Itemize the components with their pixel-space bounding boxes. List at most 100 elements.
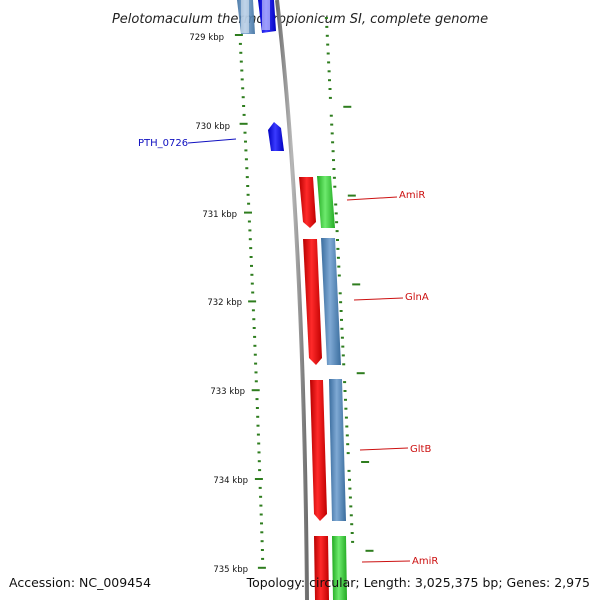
kbp-minor-tick [239,51,243,54]
kbp-minor-tick [246,185,250,187]
right-minor-tick [335,230,339,233]
kbp-minor-tick [259,504,263,507]
kbp-minor-tick [241,87,245,90]
kbp-minor-tick [255,407,259,409]
right-minor-tick [331,141,335,144]
right-minor-tick [346,452,350,455]
right-minor-tick [346,443,350,446]
kbp-minor-tick [245,167,249,170]
kbp-minor-tick [254,380,258,383]
right-minor-tick [329,114,333,117]
kbp-minor-tick [251,309,255,312]
kbp-minor-tick [256,415,260,418]
right-minor-tick [344,407,348,410]
right-minor-tick [343,390,347,392]
genome-backbone [275,0,309,600]
right-minor-tick [349,505,353,508]
gene-glna-red[interactable] [303,239,322,365]
gene-feature-top-blue[interactable] [258,0,276,33]
right-major-tick [356,372,365,375]
kbp-minor-tick [240,78,244,81]
right-minor-tick [324,17,328,19]
leader-gltb [359,447,409,451]
kbp-major-tick [257,566,266,569]
kbp-minor-tick [253,335,257,338]
right-minor-tick [348,487,352,490]
kbp-minor-tick [247,202,251,205]
leader-amir-1 [346,196,398,201]
kbp-minor-tick [248,229,252,232]
right-minor-tick [339,301,343,304]
kbp-label-735: 735 kbp [213,565,248,575]
right-minor-tick [325,34,329,37]
gene-label-pth-0726[interactable]: PTH_0726 [138,138,188,149]
right-minor-tick [344,416,348,419]
gene-label-amir-2[interactable]: AmiR [412,556,438,567]
kbp-minor-tick [258,486,262,489]
gene-label-gltb[interactable]: GltB [410,444,431,455]
kbp-minor-tick [254,362,258,365]
right-minor-tick [333,185,337,188]
gene-gltb-steelblue[interactable] [329,379,346,521]
kbp-minor-tick [260,540,264,543]
kbp-minor-tick [240,69,244,72]
right-minor-tick [340,336,344,339]
right-minor-tick [335,221,339,224]
leader-amir-2 [361,560,411,563]
right-minor-tick [337,265,341,268]
kbp-major-tick [251,389,260,392]
kbp-minor-tick [257,451,261,454]
right-minor-tick [350,523,354,526]
right-minor-tick [345,434,349,437]
right-minor-tick [332,168,336,170]
gene-gltb-red[interactable] [310,380,327,521]
right-minor-tick [349,514,353,517]
kbp-minor-tick [244,158,248,161]
right-minor-tick [348,496,352,499]
right-minor-tick [327,70,331,73]
kbp-minor-tick [244,140,247,143]
kbp-minor-tick [256,433,260,436]
gene-amir-1-green[interactable] [317,176,335,228]
right-minor-tick [332,176,336,179]
kbp-minor-tick [252,327,256,329]
gene-pth-0726[interactable] [268,122,284,151]
kbp-minor-tick [238,42,242,45]
right-minor-tick [337,274,341,277]
right-minor-tick [328,79,331,82]
kbp-minor-tick [239,60,243,63]
kbp-minor-tick [247,220,251,223]
kbp-minor-tick [254,371,258,374]
right-minor-tick [350,532,354,534]
kbp-minor-tick [241,96,245,99]
right-minor-tick [341,345,345,348]
kbp-label-732: 732 kbp [207,298,242,308]
kbp-minor-tick [246,193,250,196]
gene-feature-top-left[interactable] [237,0,255,34]
gene-glna-steelblue[interactable] [321,238,341,365]
right-minor-tick [345,425,349,428]
right-minor-tick [340,327,344,330]
kbp-minor-tick [253,344,257,347]
kbp-major-tick [254,478,263,480]
kbp-minor-tick [243,131,247,134]
gene-label-glna[interactable]: GlnA [405,292,429,303]
right-minor-tick [328,88,332,90]
left-kbp-scale [234,34,266,569]
gene-amir-1-red[interactable] [299,177,316,228]
kbp-minor-tick [257,442,261,445]
gene-label-amir-1[interactable]: AmiR [399,190,425,201]
right-minor-tick [336,239,339,241]
kbp-minor-tick [249,256,253,258]
kbp-minor-tick [256,424,260,427]
right-minor-tick [325,25,329,28]
right-minor-tick [326,43,330,46]
kbp-label-730: 730 kbp [195,122,230,132]
right-minor-tick [342,363,346,366]
right-major-tick [361,461,370,463]
gene-amir-2-red[interactable] [314,536,329,600]
gene-amir-2-green[interactable] [332,536,347,600]
kbp-label-733: 733 kbp [210,387,245,397]
right-major-tick [347,194,356,197]
kbp-minor-tick [250,264,253,267]
